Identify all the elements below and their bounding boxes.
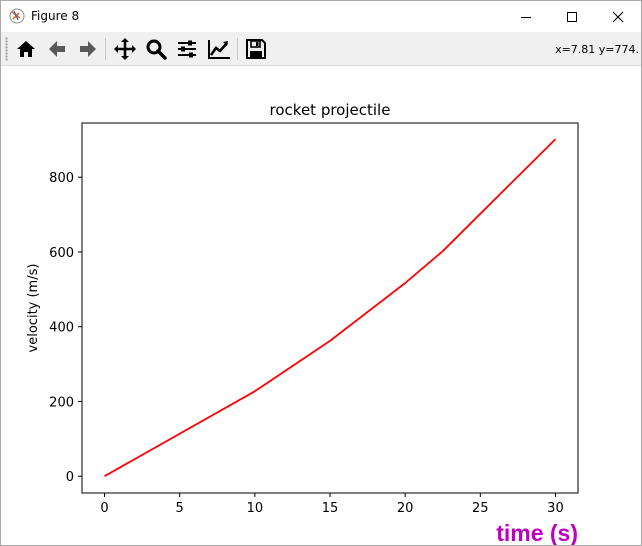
axes-frame <box>81 122 579 494</box>
x-tick-label: 10 <box>247 501 264 516</box>
toolbar-separator <box>237 38 238 60</box>
x-tick-label: 25 <box>472 501 489 516</box>
cursor-coordinates: x=7.81 y=774. <box>555 43 639 56</box>
maximize-icon <box>567 11 577 22</box>
forward-arrow-icon <box>80 41 96 57</box>
x-axis-label: time (s) <box>496 520 578 545</box>
app-icon <box>9 8 25 24</box>
close-icon <box>612 11 624 22</box>
minimize-icon <box>521 16 531 18</box>
x-tick-label: 15 <box>322 501 339 516</box>
zoom-button[interactable] <box>143 36 169 62</box>
pan-icon <box>114 38 136 60</box>
toolbar-grip[interactable] <box>5 37 8 61</box>
edit-axis-button[interactable] <box>206 36 232 62</box>
navigation-toolbar: x=7.81 y=774. <box>1 32 641 66</box>
maximize-button[interactable] <box>549 1 595 32</box>
y-tick-label: 800 <box>49 171 74 186</box>
minimize-button[interactable] <box>503 1 549 32</box>
close-button[interactable] <box>595 1 641 32</box>
y-tick-label: 600 <box>49 246 74 261</box>
series-line <box>104 138 557 477</box>
y-tick-label: 0 <box>66 470 74 485</box>
y-tick-label: 200 <box>49 395 74 410</box>
x-tick-label: 0 <box>100 501 108 516</box>
pan-button[interactable] <box>112 36 138 62</box>
y-axis-label: velocity (m/s) <box>26 264 41 353</box>
home-icon <box>17 41 35 57</box>
subplots-icon <box>178 40 196 58</box>
window-title: Figure 8 <box>31 9 80 23</box>
y-tick-label: 400 <box>49 321 74 336</box>
title-bar: Figure 8 <box>1 1 641 32</box>
x-tick-label: 30 <box>547 501 564 516</box>
save-icon <box>246 39 266 59</box>
zoom-icon <box>146 39 167 60</box>
home-button[interactable] <box>13 36 39 62</box>
x-tick-label: 5 <box>176 501 184 516</box>
subplots-button[interactable] <box>174 36 200 62</box>
save-button[interactable] <box>243 36 269 62</box>
x-tick-label: 20 <box>397 501 414 516</box>
back-button[interactable] <box>44 36 70 62</box>
chart-title: rocket projectile <box>270 101 391 119</box>
back-arrow-icon <box>49 41 65 57</box>
forward-button[interactable] <box>75 36 101 62</box>
plot-canvas[interactable]: 0 5 10 15 20 25 30 0 200 400 600 800 rocket projecti… <box>1 66 641 545</box>
edit-axis-icon <box>208 40 230 59</box>
toolbar-separator <box>105 38 106 60</box>
